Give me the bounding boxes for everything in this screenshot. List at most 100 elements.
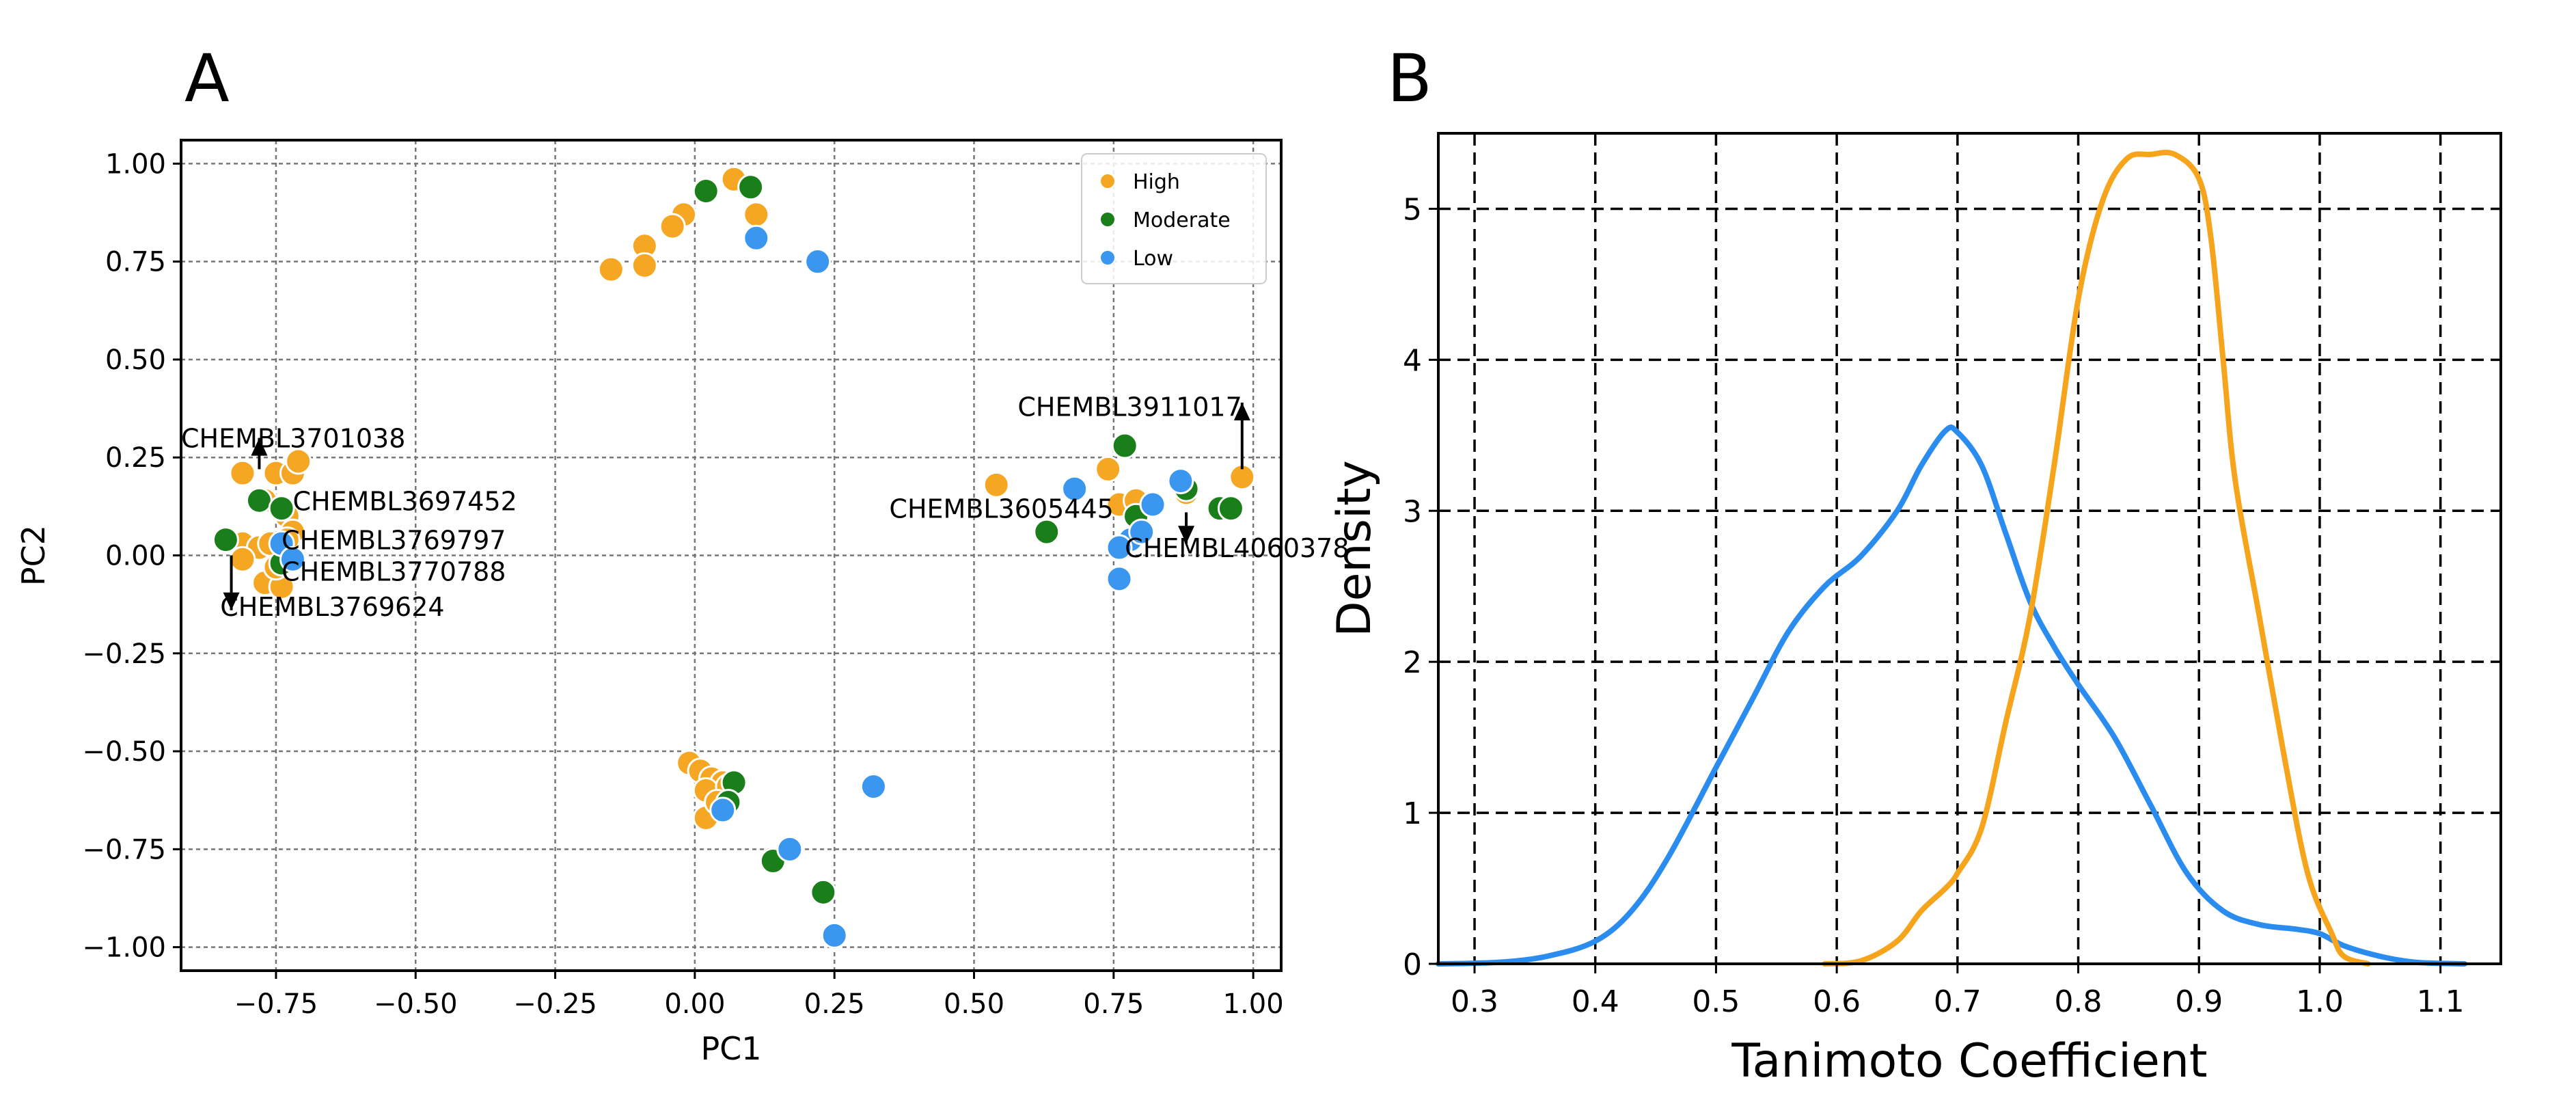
- scatter-point-low: [860, 773, 887, 800]
- panel-a-x-tick-label: 1.00: [1223, 988, 1284, 1020]
- panel-b-x-tick-label: 1.0: [2296, 984, 2344, 1019]
- legend-marker-moderate: [1099, 211, 1116, 228]
- scatter-point-low: [804, 248, 832, 275]
- annotation-label: CHEMBL3770788: [282, 556, 506, 587]
- panel-a-x-tick-label: 0.75: [1083, 988, 1144, 1020]
- scatter-point-moderate: [810, 878, 837, 906]
- scatter-point-low: [743, 224, 770, 252]
- scatter-point-moderate: [268, 495, 295, 522]
- annotation-label: CHEMBL3911017: [1017, 392, 1242, 422]
- panel-b-y-tick-label: 3: [1403, 494, 1422, 529]
- panel-a-x-axis-label: PC1: [700, 1030, 761, 1067]
- scatter-point-high: [983, 471, 1010, 498]
- panel-b-x-tick-label: 0.3: [1451, 984, 1498, 1019]
- panel-b-y-axis-label: Density: [1328, 460, 1382, 637]
- scatter-point-low: [709, 796, 737, 824]
- panel-b-x-tick-label: 0.4: [1572, 984, 1619, 1019]
- panel-a-x-tick-label: −0.75: [234, 988, 318, 1020]
- scatter-point-moderate: [212, 526, 239, 554]
- annotation-label: CHEMBL3701038: [181, 424, 405, 454]
- legend-label-moderate: Moderate: [1133, 208, 1231, 232]
- panel-label-b: B: [1387, 40, 1432, 117]
- legend-label-low: Low: [1133, 247, 1173, 271]
- annotation-label: CHEMBL4060378: [1125, 533, 1349, 563]
- scatter-point-high: [285, 448, 312, 475]
- density-line-orange: [1822, 150, 2371, 967]
- panel-a-y-tick-label: 0.00: [105, 541, 166, 572]
- annotation-label: CHEMBL3605445: [889, 494, 1113, 524]
- scatter-point-high: [229, 459, 256, 487]
- panel-b-frame: [1437, 132, 2502, 965]
- panel-b-x-tick-label: 0.9: [2175, 984, 2223, 1019]
- scatter-point-high: [597, 256, 625, 283]
- panel-a-x-tick-label: 0.50: [944, 988, 1004, 1020]
- scatter-point-moderate: [1033, 518, 1060, 545]
- scatter-point-low: [1139, 491, 1166, 518]
- panel-b-ticks: 0.3 0.4 0.5 0.6 0.7 0.8 0.9 1.0 1.1 0 1 2 3 4 5: [1403, 192, 2465, 1019]
- scatter-point-high: [229, 545, 256, 573]
- panel-b-y-tick-label: 4: [1403, 343, 1422, 378]
- legend-label-high: High: [1133, 170, 1180, 194]
- legend-marker-high: [1099, 173, 1116, 189]
- annotation-arrow-head: [1233, 402, 1250, 420]
- annotation-label: CHEMBL3769797: [282, 526, 506, 556]
- panel-a-y-tick-label: −1.00: [82, 932, 166, 964]
- annotation-arrow-head: [251, 437, 268, 456]
- panel-a-y-tick-label: −0.25: [82, 638, 166, 670]
- scatter-point-low: [1061, 475, 1088, 502]
- panel-a-x-tick-label: −0.25: [513, 988, 597, 1020]
- panel-a-legend: High Moderate Low: [1081, 153, 1267, 284]
- annotation-arrow-head: [1178, 526, 1195, 544]
- scatter-point-low: [1128, 518, 1155, 545]
- scatter-point-high: [659, 213, 686, 240]
- scatter-point-low: [1106, 534, 1133, 561]
- panel-b-x-axis-label: Tanimoto Coefficient: [1731, 1034, 2207, 1088]
- panel-b-y-tick-label: 1: [1403, 796, 1422, 831]
- scatter-point-low: [776, 835, 804, 863]
- scatter-point-high: [1095, 455, 1122, 483]
- panel-a-annotations: CHEMBL3701038CHEMBL3697452CHEMBL3769797C…: [181, 392, 1349, 622]
- panel-b-x-tick-label: 0.5: [1692, 984, 1740, 1019]
- panel-b-density-plot: 0.3 0.4 0.5 0.6 0.7 0.8 0.9 1.0 1.1 0 1 2 3 4 5 Tanimo…: [1328, 132, 2502, 1088]
- panel-label-a: A: [184, 40, 230, 117]
- panel-a-y-tick-label: 0.25: [105, 442, 166, 474]
- density-line-blue: [1436, 424, 2467, 967]
- panel-a-y-tick-label: 0.50: [105, 345, 166, 376]
- scatter-point-high: [631, 252, 658, 279]
- scatter-point-low: [279, 545, 306, 573]
- scatter-point-moderate: [1111, 432, 1138, 459]
- panel-b-x-tick-label: 0.6: [1813, 984, 1861, 1019]
- panel-a-x-tick-label: 0.25: [804, 988, 865, 1020]
- scatter-point-low: [1167, 468, 1194, 495]
- panel-b-y-tick-label: 5: [1403, 192, 1422, 227]
- panel-a-y-tick-label: −0.75: [82, 834, 166, 865]
- scatter-point-low: [821, 921, 848, 949]
- panel-b-lines: [1436, 150, 2467, 967]
- panel-a-y-tick-label: 0.75: [105, 247, 166, 278]
- panel-a-points: [212, 165, 1256, 949]
- panel-a-x-tick-label: −0.50: [374, 988, 458, 1020]
- panel-b-x-tick-label: 0.7: [1934, 984, 1982, 1019]
- annotation-label: CHEMBL3769624: [220, 592, 444, 622]
- panel-b-y-tick-label: 0: [1403, 947, 1422, 982]
- scatter-point-low: [1106, 565, 1133, 593]
- panel-a-y-tick-label: 1.00: [105, 148, 166, 180]
- scatter-point-high: [743, 201, 770, 228]
- panel-a-scatter-plot: CHEMBL3701038CHEMBL3697452CHEMBL3769797C…: [15, 139, 1349, 1067]
- annotation-label: CHEMBL3697452: [292, 486, 517, 516]
- panel-a-y-tick-label: −0.50: [82, 736, 166, 768]
- panel-b-x-tick-label: 0.8: [2055, 984, 2102, 1019]
- annotation-arrow-head: [223, 592, 240, 610]
- panel-a-x-tick-label: 0.00: [664, 988, 725, 1020]
- legend-box: [1081, 153, 1267, 284]
- panel-a-ticks: −0.75 −0.50 −0.25 0.00 0.25 0.50 0.75 1.00 1.00 0…: [82, 148, 1283, 1020]
- legend-marker-low: [1099, 250, 1116, 266]
- scatter-point-moderate: [737, 174, 765, 201]
- panel-a-y-axis-label: PC2: [15, 525, 52, 586]
- scatter-point-moderate: [1217, 495, 1244, 522]
- panel-b-y-tick-label: 2: [1403, 645, 1422, 680]
- scatter-point-moderate: [245, 487, 273, 514]
- panel-b-x-tick-label: 1.1: [2417, 984, 2465, 1019]
